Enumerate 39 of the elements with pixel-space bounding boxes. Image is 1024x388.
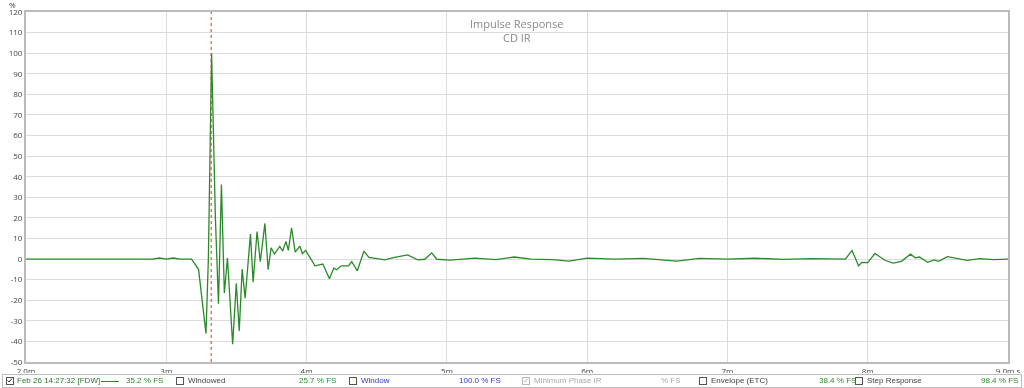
- text: % FS: [661, 376, 681, 386]
- x-tick-label: 8m: [861, 364, 874, 376]
- y-tick-label: 100: [8, 46, 23, 58]
- x-tick-label: 5m: [440, 364, 453, 376]
- text: Impulse Response: [470, 16, 564, 31]
- y-tick-label: 20: [13, 211, 23, 223]
- y-tick-label: 40: [13, 170, 23, 182]
- y-tick-label: 10: [13, 232, 23, 244]
- y-tick-label: 60: [13, 129, 23, 141]
- x-tick-label: 7m: [721, 364, 734, 376]
- text: Envelope (ETC): [711, 376, 768, 386]
- y-tick-label: -10: [10, 273, 23, 285]
- text: 35.2 % FS: [126, 376, 164, 386]
- y-tick-label: 110: [8, 26, 23, 38]
- text: Step Response: [867, 376, 922, 386]
- text: 98.4 % FS: [981, 376, 1019, 386]
- text: 100.0 % FS: [459, 376, 501, 386]
- text: Minimum Phase IR: [534, 376, 602, 386]
- y-tick-label: -40: [10, 335, 23, 347]
- y-tick-label: 0: [17, 252, 23, 264]
- text: CD IR: [503, 30, 531, 45]
- y-tick-label: 30: [13, 191, 23, 203]
- x-tick-label: 2.0m: [16, 364, 36, 376]
- y-tick-label: 70: [13, 108, 23, 120]
- y-tick-label: -20: [10, 294, 23, 306]
- y-tick-label: 50: [13, 149, 23, 161]
- text: Window: [361, 376, 390, 386]
- text: Feb 26 14:27:32 [FDW]: [17, 376, 101, 386]
- x-tick-label: 6m: [581, 364, 594, 376]
- x-tick-label: 4m: [300, 364, 313, 376]
- y-tick-label: 90: [13, 67, 23, 79]
- y-axis-title: %: [9, 0, 16, 10]
- text: 25.7 % FS: [299, 376, 337, 386]
- y-tick-label: -50: [10, 355, 23, 367]
- y-tick-label: -30: [10, 314, 23, 326]
- x-tick-label: 3m: [160, 364, 173, 376]
- y-tick-label: 80: [13, 88, 23, 100]
- text: Windowed: [188, 376, 226, 386]
- x-tick-label: 9.0m s: [995, 364, 1021, 376]
